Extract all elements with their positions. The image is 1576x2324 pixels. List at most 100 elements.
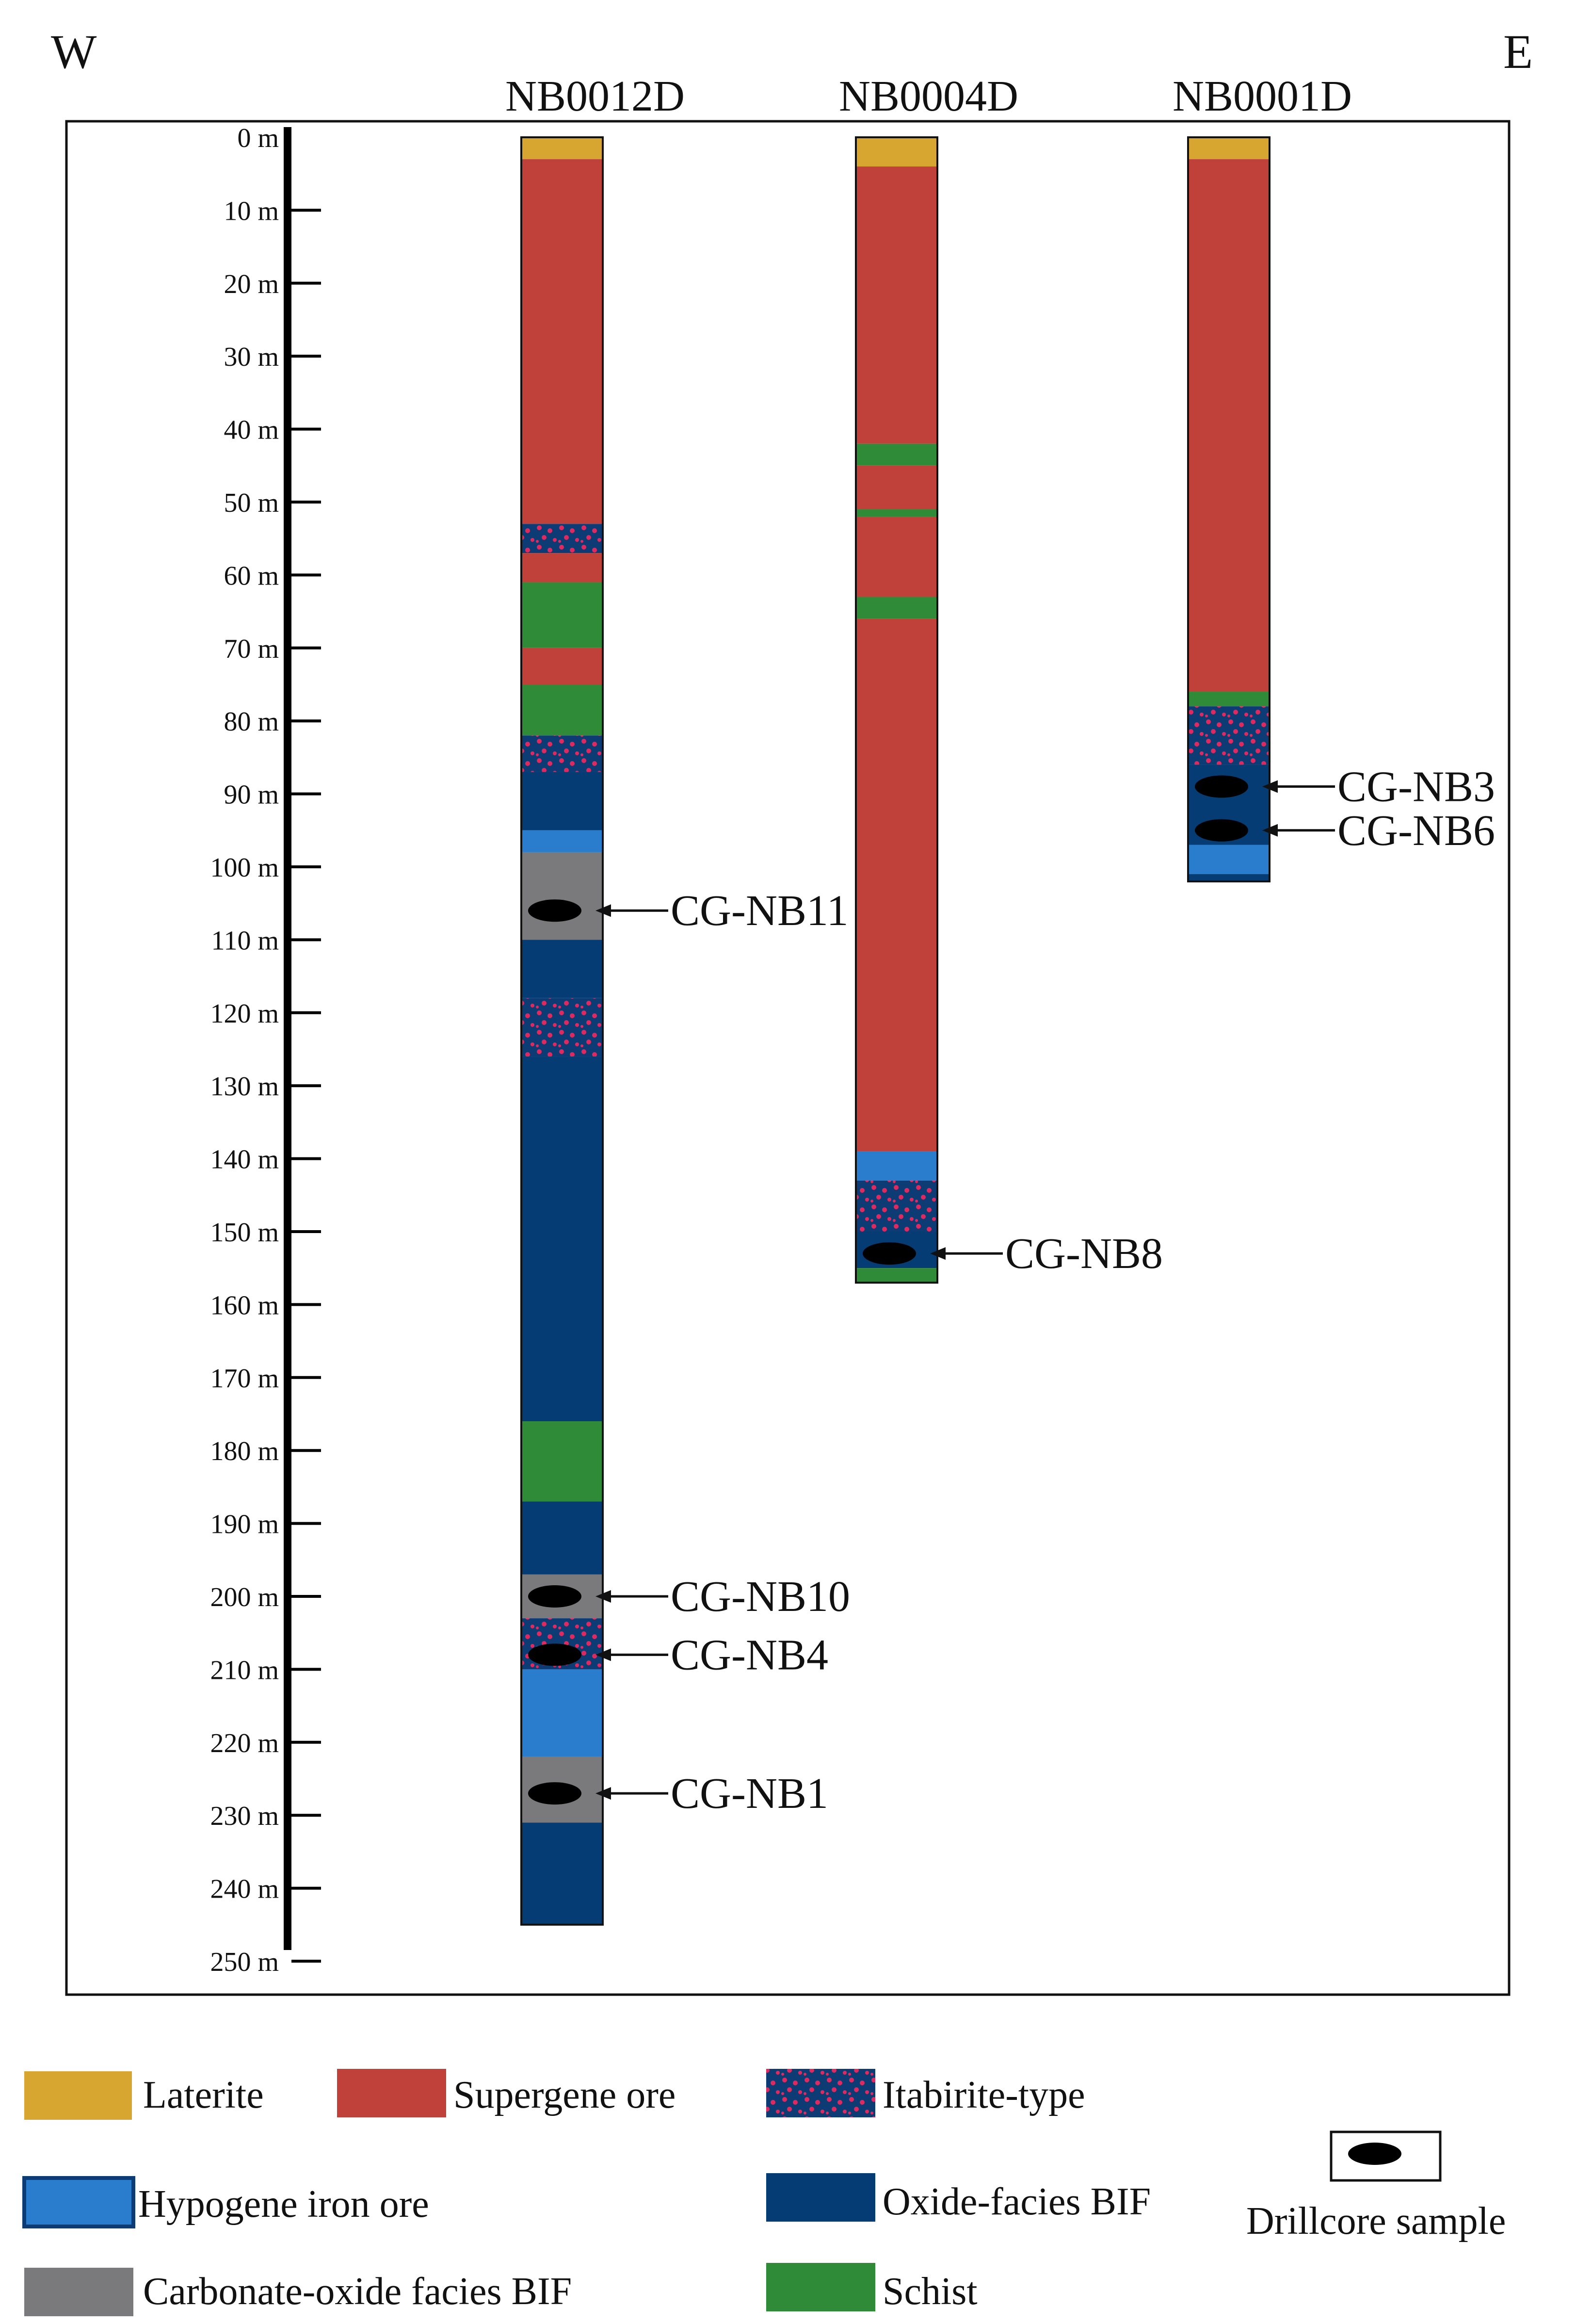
depth-label: 120 m bbox=[210, 999, 279, 1029]
sample-label: CG-NB3 bbox=[1337, 763, 1495, 811]
sample-label: CG-NB11 bbox=[671, 887, 849, 935]
depth-label: 60 m bbox=[224, 561, 279, 591]
interval-hypogene bbox=[856, 1151, 937, 1181]
interval-schist bbox=[856, 509, 937, 517]
west-label: W bbox=[51, 25, 97, 79]
depth-label: 200 m bbox=[210, 1582, 279, 1612]
interval-oxide bbox=[1188, 874, 1270, 882]
legend: Laterite Supergene ore Itabirite-type Hy… bbox=[22, 2069, 1506, 2316]
carbonate-swatch bbox=[24, 2268, 133, 2316]
interval-oxide bbox=[521, 1822, 603, 1925]
interval-supergene bbox=[856, 465, 937, 510]
interval-hypogene bbox=[521, 1669, 603, 1757]
interval-oxide bbox=[521, 1056, 603, 1422]
depth-scale: 0 m 10 m 20 m 30 m 40 m 50 m 60 m 70 m 80 m 90 m 1… bbox=[210, 123, 321, 1977]
sample-marker bbox=[528, 1585, 581, 1608]
drillhole-outline bbox=[520, 136, 604, 1926]
interval-oxide bbox=[521, 772, 603, 830]
depth-label: 210 m bbox=[210, 1655, 279, 1685]
drillhole-title: NB0001D bbox=[1173, 72, 1352, 120]
legend-item-supergene: Supergene ore bbox=[337, 2069, 675, 2117]
schist-swatch bbox=[766, 2263, 875, 2311]
drillhole-outline bbox=[1187, 136, 1270, 883]
interval-itabirite bbox=[856, 1180, 937, 1232]
section-frame bbox=[65, 120, 1511, 1996]
sample-arrow-head bbox=[595, 1787, 611, 1800]
sample-label: CG-NB4 bbox=[671, 1631, 828, 1679]
depth-label: 140 m bbox=[210, 1145, 279, 1175]
depth-label: 80 m bbox=[224, 707, 279, 737]
itabirite-swatch bbox=[766, 2069, 875, 2117]
depth-label: 150 m bbox=[210, 1218, 279, 1248]
depth-label: 130 m bbox=[210, 1072, 279, 1102]
interval-itabirite bbox=[521, 524, 603, 553]
drillhole-nb0012d: NB0012D CG-NB11 CG-NB10 CG-NB4 CG-NB1 bbox=[505, 72, 850, 1926]
depth-label: 50 m bbox=[224, 488, 279, 518]
interval-itabirite bbox=[521, 735, 603, 772]
interval-schist bbox=[521, 582, 603, 648]
interval-supergene bbox=[856, 618, 937, 1152]
depth-label: 180 m bbox=[210, 1436, 279, 1466]
legend-item-itabirite: Itabirite-type bbox=[766, 2069, 1085, 2117]
drillhole-title: NB0012D bbox=[505, 72, 685, 120]
interval-hypogene bbox=[521, 830, 603, 852]
interval-carbonate bbox=[521, 852, 603, 940]
depth-label: 20 m bbox=[224, 269, 279, 299]
interval-supergene bbox=[856, 166, 937, 444]
sample-label: CG-NB6 bbox=[1337, 807, 1495, 855]
interval-schist bbox=[856, 597, 937, 619]
interval-itabirite bbox=[521, 998, 603, 1057]
sample-label: CG-NB1 bbox=[671, 1770, 828, 1818]
legend-item-sample: Drillcore sample bbox=[1246, 2130, 1506, 2243]
drillhole-title: NB0004D bbox=[839, 72, 1018, 120]
sample-marker bbox=[528, 1782, 581, 1805]
oxide-label: Oxide-facies BIF bbox=[883, 2180, 1151, 2223]
interval-laterite bbox=[1188, 137, 1270, 160]
interval-supergene bbox=[1188, 159, 1270, 692]
drillhole-nb0004d: NB0004D CG-NB8 bbox=[839, 72, 1163, 1284]
sample-arrow-head bbox=[595, 1648, 611, 1661]
sample-swatch-icon bbox=[1348, 2143, 1401, 2165]
interval-oxide bbox=[521, 940, 603, 998]
east-label: E bbox=[1503, 25, 1533, 79]
sample-label: CG-NB10 bbox=[671, 1573, 850, 1621]
depth-label: 190 m bbox=[210, 1510, 279, 1540]
interval-schist bbox=[1188, 692, 1270, 707]
interval-itabirite bbox=[1188, 706, 1270, 765]
interval-supergene bbox=[521, 159, 603, 524]
interval-schist bbox=[856, 443, 937, 466]
interval-schist bbox=[521, 1421, 603, 1502]
depth-label: 10 m bbox=[224, 196, 279, 226]
hypogene-label: Hypogene iron ore bbox=[138, 2183, 429, 2226]
sample-arrow-head bbox=[595, 1590, 611, 1603]
depth-label: 40 m bbox=[224, 415, 279, 445]
interval-oxide bbox=[521, 1501, 603, 1575]
drillhole-outline bbox=[855, 136, 938, 1284]
laterite-swatch bbox=[24, 2071, 132, 2120]
sample-arrow-head bbox=[930, 1247, 946, 1260]
supergene-swatch bbox=[337, 2069, 446, 2117]
interval-supergene bbox=[856, 517, 937, 597]
schist-label: Schist bbox=[883, 2270, 978, 2313]
depth-label: 230 m bbox=[210, 1801, 279, 1831]
legend-item-schist: Schist bbox=[766, 2263, 978, 2313]
interval-schist bbox=[856, 1268, 937, 1283]
sample-marker bbox=[1195, 819, 1248, 842]
depth-label: 160 m bbox=[210, 1290, 279, 1320]
hypogene-swatch bbox=[22, 2176, 135, 2228]
interval-schist bbox=[521, 684, 603, 736]
sample-marker bbox=[1195, 775, 1248, 798]
carbonate-label: Carbonate-oxide facies BIF bbox=[143, 2270, 572, 2313]
sample-arrow-head bbox=[1262, 780, 1278, 793]
interval-supergene bbox=[521, 553, 603, 583]
sample-arrow-head bbox=[1262, 824, 1278, 837]
interval-laterite bbox=[856, 137, 937, 167]
depth-label: 30 m bbox=[224, 342, 279, 372]
sample-label: CG-NB8 bbox=[1005, 1230, 1163, 1278]
itabirite-label: Itabirite-type bbox=[883, 2074, 1085, 2116]
depth-scale-bar bbox=[284, 127, 291, 1950]
legend-item-hypogene: Hypogene iron ore bbox=[22, 2176, 429, 2228]
supergene-label: Supergene ore bbox=[453, 2074, 675, 2116]
laterite-label: Laterite bbox=[143, 2074, 264, 2116]
